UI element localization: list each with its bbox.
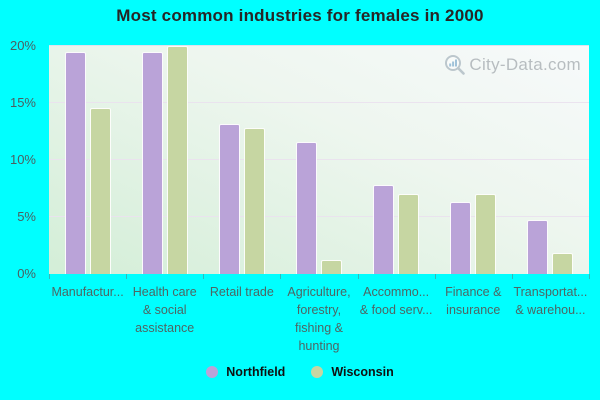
bars-row	[49, 46, 589, 274]
legend: Northfield Wisconsin	[0, 362, 600, 382]
gridline	[49, 102, 589, 103]
x-tick-label: Retail trade	[209, 285, 274, 299]
legend-item-wisconsin: Wisconsin	[311, 365, 394, 379]
bar-group	[280, 46, 357, 274]
x-tick-label: Accommo... & food serv...	[359, 285, 433, 317]
x-tick	[203, 274, 205, 279]
gridline	[49, 216, 589, 217]
x-tick-label: Transportat... & warehou...	[513, 285, 588, 317]
x-tick	[280, 274, 282, 279]
y-tick-label: 0%	[17, 266, 36, 281]
bar-group	[358, 46, 435, 274]
gridline	[49, 45, 589, 46]
legend-label: Wisconsin	[331, 365, 394, 379]
magnifier-icon	[445, 55, 466, 75]
bar-northfield	[64, 51, 86, 274]
bar-northfield	[141, 51, 163, 274]
bar-group	[512, 46, 589, 274]
watermark-text: City-Data.com	[469, 55, 581, 74]
legend-item-northfield: Northfield	[206, 365, 285, 379]
bar-wisconsin	[320, 260, 342, 274]
legend-label: Northfield	[226, 365, 286, 379]
bar-wisconsin	[552, 253, 574, 274]
bar-group	[203, 46, 280, 274]
x-ticks	[49, 274, 590, 280]
chart-title: Most common industries for females in 20…	[116, 6, 484, 25]
bar-wisconsin	[243, 128, 265, 274]
x-tick	[357, 274, 359, 279]
legend-swatch	[311, 366, 324, 378]
bar-northfield	[373, 185, 395, 274]
x-tick	[511, 274, 513, 279]
x-tick	[49, 274, 50, 279]
plot-area: City-Data.com	[49, 45, 589, 274]
y-tick-label: 5%	[17, 209, 36, 224]
x-tick	[434, 274, 436, 279]
bar-northfield	[450, 202, 472, 274]
watermark: City-Data.com	[444, 54, 581, 76]
bar-northfield	[218, 123, 240, 274]
x-tick-label: Finance & insurance	[445, 285, 502, 317]
bar-wisconsin	[166, 46, 188, 274]
y-tick-label: 20%	[9, 38, 36, 53]
bar-group	[49, 46, 126, 274]
bar-wisconsin	[89, 107, 111, 274]
y-axis: 0% 5% 10% 15% 20%	[0, 38, 36, 281]
x-tick-label: Health care & social assistance	[132, 285, 197, 335]
bar-group	[126, 46, 203, 274]
y-tick-label: 15%	[9, 95, 36, 110]
x-tick	[589, 274, 590, 279]
legend-swatch	[206, 366, 219, 378]
bar-northfield	[527, 220, 549, 274]
x-tick	[126, 274, 128, 279]
gridline	[49, 159, 589, 160]
bar-northfield	[295, 141, 317, 274]
x-axis-labels: Manufactur... Health care & social assist…	[49, 283, 589, 355]
bar-group	[435, 46, 512, 274]
y-tick-label: 10%	[9, 152, 36, 167]
bar-wisconsin	[475, 194, 497, 274]
bar-wisconsin	[398, 194, 420, 274]
x-tick-label: Manufactur...	[51, 285, 124, 299]
x-tick-label: Agriculture, forestry, fishing & hunting	[287, 285, 351, 353]
